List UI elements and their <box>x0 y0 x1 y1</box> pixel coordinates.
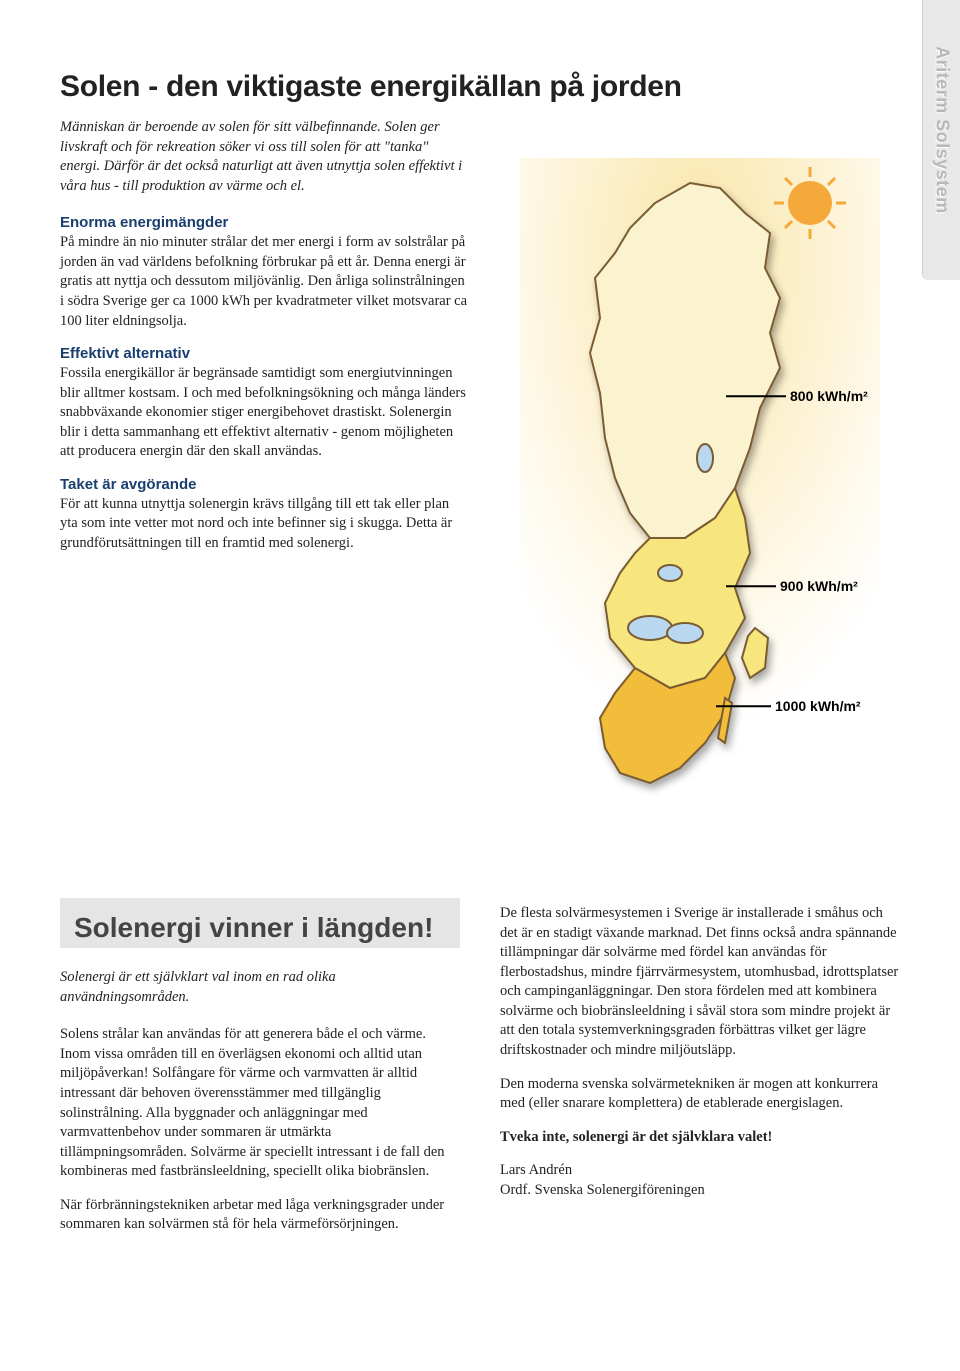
bottom-section: Solenergi vinner i längden! Solenergi är… <box>60 898 900 1249</box>
section-heading: Enorma energimängder <box>60 214 470 231</box>
closing-statement: Tveka inte, solenergi är det självklara … <box>500 1128 900 1148</box>
bottom-intro: Solenergi är ett självklart val inom en … <box>60 968 460 1007</box>
section-heading: Taket är avgörande <box>60 476 470 493</box>
title-box: Solenergi vinner i längden! <box>60 898 460 948</box>
sweden-map: 800 kWh/m² 900 kWh/m² 1000 kWh/m² <box>520 158 880 838</box>
map-label-text: 1000 kWh/m² <box>775 698 861 714</box>
signature-title: Ordf. Svenska Solenergiföreningen <box>500 1181 900 1201</box>
side-tab: Ariterm Solsystem <box>922 0 960 280</box>
signature-name: Lars Andrén <box>500 1161 900 1181</box>
section-body: På mindre än nio minuter strålar det mer… <box>60 233 470 331</box>
bottom-right-column: De flesta solvärmesystemen i Sverige är … <box>500 898 900 1249</box>
map-label-1000: 1000 kWh/m² <box>775 698 861 714</box>
map-svg <box>520 158 880 838</box>
side-tab-label: Ariterm Solsystem <box>931 46 952 214</box>
map-label-text: 800 kWh/m² <box>790 388 868 404</box>
map-label-800: 800 kWh/m² <box>790 388 868 404</box>
right-column: 800 kWh/m² 900 kWh/m² 1000 kWh/m² <box>500 118 900 838</box>
bottom-left-para: När förbränningstekniken arbetar med låg… <box>60 1196 460 1235</box>
bottom-right-para: Den moderna svenska solvärmetekniken är … <box>500 1075 900 1114</box>
left-column: Människan är beroende av solen för sitt … <box>60 118 470 838</box>
bottom-right-para: De flesta solvärmesystemen i Sverige är … <box>500 904 900 1061</box>
top-section: Människan är beroende av solen för sitt … <box>60 118 900 838</box>
bottom-left-para: Solens strålar kan användas för att gene… <box>60 1025 460 1182</box>
section-body: För att kunna utnyttja solenergin krävs … <box>60 495 470 554</box>
section-body: Fossila energikällor är begränsade samti… <box>60 364 470 462</box>
map-label-text: 900 kWh/m² <box>780 578 858 594</box>
box-title: Solenergi vinner i längden! <box>74 912 442 944</box>
page: Solen - den viktigaste energikällan på j… <box>0 0 960 1309</box>
intro-text: Människan är beroende av solen för sitt … <box>60 118 470 196</box>
map-label-900: 900 kWh/m² <box>780 578 858 594</box>
section-heading: Effektivt alternativ <box>60 345 470 362</box>
bottom-left-column: Solenergi vinner i längden! Solenergi är… <box>60 898 460 1249</box>
page-title: Solen - den viktigaste energikällan på j… <box>60 70 900 104</box>
